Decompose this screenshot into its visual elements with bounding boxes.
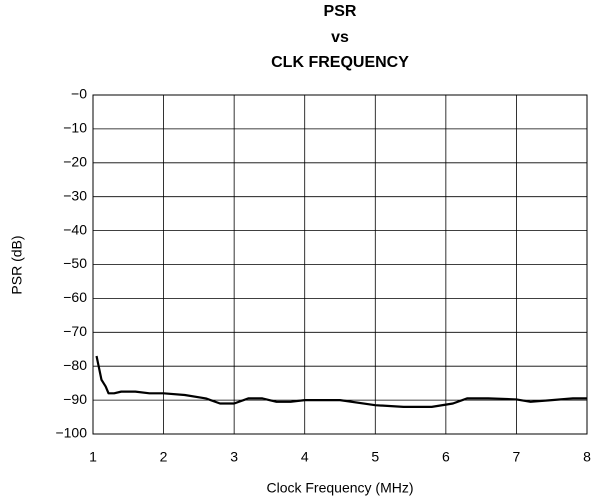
x-tick-label: 7 (513, 449, 521, 465)
x-tick-label: 6 (442, 449, 450, 465)
y-tick-label: −10 (63, 120, 87, 136)
y-tick-label: −80 (63, 357, 87, 373)
x-tick-label: 3 (230, 449, 238, 465)
x-tick-label: 2 (160, 449, 168, 465)
chart-title: vs (331, 29, 349, 46)
x-tick-label: 5 (371, 449, 379, 465)
y-tick-label: −60 (63, 289, 87, 305)
x-tick-label: 4 (301, 449, 309, 465)
y-tick-label: −50 (63, 255, 87, 271)
data-line (95, 355, 587, 408)
y-tick-label: −90 (63, 391, 87, 407)
x-axis-label: Clock Frequency (MHz) (266, 480, 413, 496)
y-tick-label: −40 (63, 221, 87, 237)
y-tick-label: −20 (63, 154, 87, 170)
y-tick-label: −30 (63, 187, 87, 203)
chart-title: CLK FREQUENCY (271, 54, 409, 71)
y-tick-label: −70 (63, 323, 87, 339)
y-axis-label: PSR (dB) (9, 235, 25, 294)
x-tick-label: 8 (583, 449, 591, 465)
y-tick-label: −0 (71, 86, 87, 102)
x-tick-label: 1 (89, 449, 97, 465)
chart-title: PSR (324, 3, 357, 20)
y-tick-label: −100 (55, 425, 87, 441)
